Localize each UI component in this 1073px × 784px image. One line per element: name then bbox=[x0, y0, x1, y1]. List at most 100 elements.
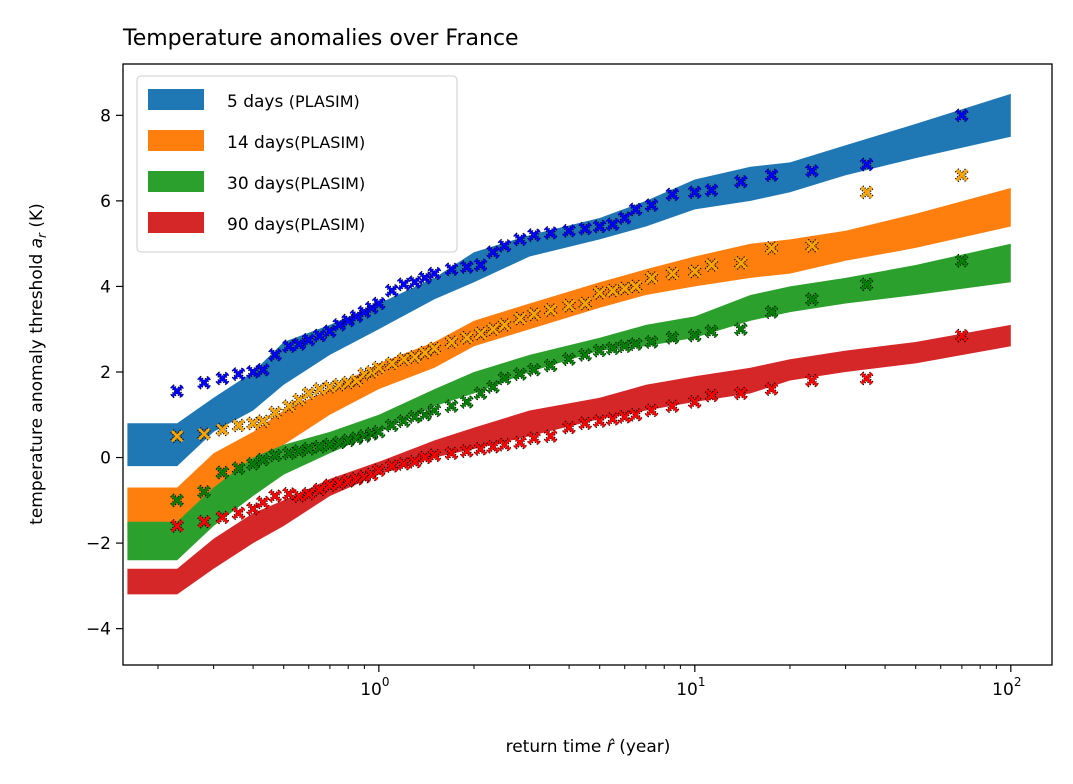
data-point-series-4 bbox=[628, 407, 643, 422]
y-axis-label-subscript: r bbox=[35, 232, 49, 238]
data-point-series-3 bbox=[578, 347, 593, 362]
data-point-series-4 bbox=[859, 371, 874, 386]
data-point-series-3 bbox=[444, 399, 459, 414]
data-point-series-1 bbox=[418, 270, 432, 285]
data-point-series-1 bbox=[527, 228, 542, 243]
data-point-series-3 bbox=[527, 362, 542, 377]
data-point-series-3 bbox=[513, 367, 528, 382]
legend-label-main: 14 days bbox=[227, 133, 294, 153]
data-point-series-4 bbox=[805, 373, 820, 388]
data-point-series-1 bbox=[170, 384, 185, 399]
data-point-series-2 bbox=[364, 365, 379, 379]
data-point-series-1 bbox=[473, 258, 488, 273]
data-point-series-2 bbox=[859, 185, 874, 200]
data-point-series-1 bbox=[687, 185, 702, 200]
x-tick-label: 101 bbox=[676, 675, 705, 700]
data-point-series-1 bbox=[444, 262, 459, 277]
data-point-series-3 bbox=[473, 386, 488, 401]
x-tick-base: 10 bbox=[360, 680, 382, 700]
data-point-series-2 bbox=[170, 429, 185, 444]
data-point-series-3 bbox=[665, 330, 680, 345]
data-point-series-3 bbox=[427, 403, 442, 418]
band-series-2 bbox=[127, 188, 1011, 531]
data-point-series-3 bbox=[617, 339, 632, 354]
data-point-series-3 bbox=[170, 493, 185, 508]
data-point-series-2 bbox=[371, 360, 386, 375]
data-point-series-3 bbox=[301, 442, 316, 456]
data-point-series-4 bbox=[513, 435, 528, 450]
data-point-series-4 bbox=[427, 448, 442, 463]
data-point-series-4 bbox=[459, 444, 474, 459]
legend-swatch-4 bbox=[148, 212, 204, 233]
legend-label-4: 90 days(PLASIM) bbox=[227, 215, 365, 235]
legend: 5 days (PLASIM)14 days(PLASIM)30 days(PL… bbox=[136, 75, 458, 253]
data-point-series-4 bbox=[418, 450, 432, 465]
x-axis-label-symbol: r̂ bbox=[607, 737, 615, 757]
data-point-series-1 bbox=[349, 309, 364, 324]
data-point-series-3 bbox=[256, 452, 270, 467]
data-point-series-2 bbox=[427, 341, 442, 356]
data-point-series-4 bbox=[543, 429, 558, 444]
data-point-series-1 bbox=[644, 198, 659, 213]
data-point-series-3 bbox=[384, 418, 399, 433]
y-axis-label-main: temperature anomaly threshold bbox=[27, 248, 47, 524]
data-point-series-4 bbox=[704, 388, 719, 403]
data-point-series-2 bbox=[312, 382, 327, 397]
data-point-series-4 bbox=[332, 476, 347, 491]
data-point-series-3 bbox=[764, 305, 779, 320]
data-point-series-4 bbox=[301, 486, 316, 501]
data-point-series-3 bbox=[215, 465, 230, 480]
y-tick-label: −4 bbox=[86, 620, 111, 640]
legend-label-2: 14 days(PLASIM) bbox=[227, 133, 365, 153]
data-point-series-4 bbox=[486, 439, 501, 454]
data-point-series-2 bbox=[704, 258, 719, 273]
data-point-series-1 bbox=[341, 313, 356, 328]
data-point-series-2 bbox=[687, 264, 702, 279]
data-point-series-3 bbox=[704, 324, 719, 339]
data-point-series-1 bbox=[954, 108, 969, 123]
data-point-series-1 bbox=[384, 283, 399, 298]
x-tick-label: 100 bbox=[360, 675, 389, 700]
data-point-series-1 bbox=[513, 232, 528, 247]
data-point-series-2 bbox=[407, 350, 422, 364]
data-point-series-1 bbox=[427, 266, 442, 281]
legend-label-1: 5 days (PLASIM) bbox=[227, 92, 360, 112]
data-point-series-4 bbox=[578, 416, 593, 431]
data-point-series-2 bbox=[527, 307, 542, 322]
data-point-series-1 bbox=[364, 300, 379, 315]
data-point-series-1 bbox=[371, 296, 386, 311]
legend-swatch-1 bbox=[148, 89, 204, 110]
data-point-series-1 bbox=[215, 371, 230, 386]
data-point-series-1 bbox=[332, 317, 347, 332]
points-layer bbox=[170, 108, 969, 533]
data-point-series-3 bbox=[805, 292, 820, 307]
data-point-series-2 bbox=[605, 283, 620, 298]
data-point-series-1 bbox=[665, 187, 680, 202]
y-axis: −4 −2 0 2 4 6 8 bbox=[86, 106, 123, 640]
data-point-series-4 bbox=[764, 382, 779, 397]
data-point-series-3 bbox=[687, 328, 702, 343]
data-point-series-4 bbox=[954, 328, 969, 343]
x-axis-label: return time r̂ (year) bbox=[506, 737, 671, 757]
legend-swatch-3 bbox=[148, 171, 204, 192]
data-point-series-3 bbox=[605, 341, 620, 356]
data-point-series-4 bbox=[282, 486, 297, 501]
data-point-series-4 bbox=[644, 403, 659, 418]
data-point-series-1 bbox=[578, 221, 593, 236]
legend-label-main: 90 days bbox=[227, 215, 294, 235]
data-point-series-4 bbox=[444, 446, 459, 461]
data-point-series-2 bbox=[486, 322, 501, 337]
y-axis-label: temperature anomaly threshold ar (K) bbox=[27, 203, 49, 525]
data-point-series-1 bbox=[256, 362, 270, 377]
data-point-series-4 bbox=[371, 463, 386, 478]
data-point-series-3 bbox=[644, 335, 659, 350]
data-point-series-1 bbox=[497, 238, 512, 253]
data-point-series-2 bbox=[513, 311, 528, 326]
data-point-series-2 bbox=[268, 405, 283, 420]
data-point-series-3 bbox=[459, 394, 474, 409]
data-point-series-4 bbox=[734, 386, 748, 401]
legend-label-source: (PLASIM) bbox=[294, 133, 365, 152]
data-point-series-1 bbox=[197, 375, 212, 390]
data-point-series-3 bbox=[231, 461, 246, 476]
y-tick-label: 6 bbox=[100, 192, 111, 212]
